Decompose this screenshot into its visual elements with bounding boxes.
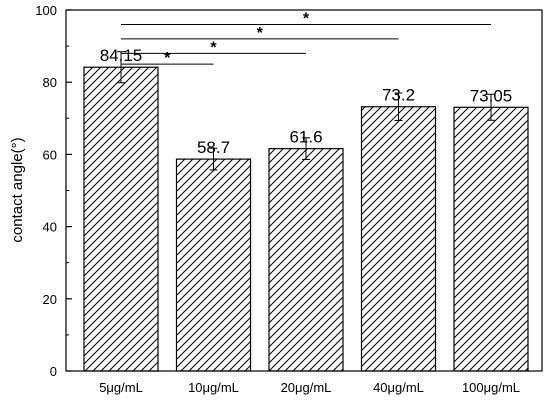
x-tick-label: 40μg/mL <box>373 380 424 395</box>
bar <box>83 66 159 372</box>
data-label: 84.15 <box>100 46 143 65</box>
y-axis: 0 20 40 60 80 100 <box>35 3 72 379</box>
x-tick-label: 100μg/mL <box>462 380 520 395</box>
value-labels-layer: 84.15 58.7 61.6 73.2 73.05 <box>100 46 513 157</box>
bar <box>175 158 252 372</box>
x-axis: 5μg/mL 10μg/mL 20μg/mL 40μg/mL 100μg/mL <box>99 380 520 395</box>
significance-bracket: * <box>121 50 214 67</box>
error-bar <box>209 147 218 171</box>
bar <box>268 148 344 372</box>
data-label: 73.05 <box>470 86 513 105</box>
significance-star: * <box>257 25 264 42</box>
error-bar <box>302 137 310 160</box>
y-tick-label: 40 <box>43 220 57 235</box>
data-label: 61.6 <box>289 128 322 147</box>
y-axis-title: contact angle(°) <box>9 137 26 242</box>
x-tick-label: 10μg/mL <box>188 380 239 395</box>
bars-layer <box>83 66 529 372</box>
significance-star: * <box>210 39 217 56</box>
error-bar <box>487 93 495 121</box>
bar <box>453 106 529 372</box>
data-label: 73.2 <box>382 86 415 105</box>
x-tick-label: 20μg/mL <box>281 380 332 395</box>
bar <box>360 106 437 372</box>
significance-layer: * * * * <box>121 10 491 67</box>
error-bar <box>117 51 125 84</box>
significance-bracket: * <box>121 25 399 42</box>
error-bar <box>394 92 403 121</box>
y-tick-label: 20 <box>43 292 57 307</box>
significance-star: * <box>303 10 310 27</box>
significance-bracket: * <box>121 39 306 56</box>
y-tick-label: 80 <box>43 75 57 90</box>
significance-bracket: * <box>121 10 491 27</box>
y-tick-label: 0 <box>50 364 57 379</box>
x-tick-label: 5μg/mL <box>99 380 143 395</box>
y-tick-label: 100 <box>35 3 57 18</box>
significance-star: * <box>164 50 171 67</box>
error-bars-layer <box>117 51 495 171</box>
data-label: 58.7 <box>197 138 230 157</box>
y-tick-label: 60 <box>43 147 57 162</box>
